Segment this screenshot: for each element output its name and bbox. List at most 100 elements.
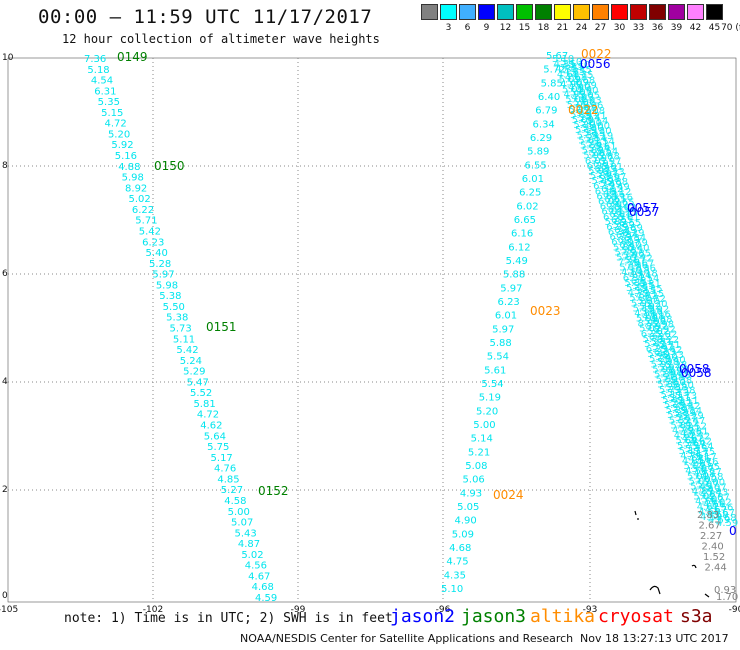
wave-height-value: 5.97 <box>667 365 689 376</box>
wave-height-value: 5.07 <box>704 482 726 493</box>
pass-time-label: 0057 <box>627 201 658 215</box>
wave-height-value: 6.55 <box>524 160 546 171</box>
wave-height-value: 5.08 <box>583 106 605 117</box>
wave-height-value: 4.72 <box>105 119 127 130</box>
legend-label: 21 <box>556 23 569 33</box>
satellite-jason2: jason2 <box>390 606 456 627</box>
wave-height-value: 6.01 <box>601 207 623 218</box>
wave-height-value: 6.40 <box>611 237 633 248</box>
pass-time-label: 0058 <box>681 366 712 380</box>
wave-height-value: 5.00 <box>580 118 602 129</box>
y-tick-label: 2 <box>2 485 8 495</box>
wave-height-value: 5.54 <box>577 130 599 141</box>
coastline-segment <box>691 564 697 569</box>
wave-height-value: 6.01 <box>609 210 631 221</box>
wave-height-value: 5.38 <box>670 376 692 387</box>
wave-height-value: 5.71 <box>658 340 680 351</box>
wave-height-value: 4.72 <box>628 288 650 299</box>
wave-height-value: 4.72 <box>644 294 666 305</box>
wave-height-value: 5.16 <box>649 309 671 320</box>
x-tick-label: -99 <box>291 605 306 615</box>
wave-height-value: 6.29 <box>606 222 628 233</box>
wave-height-value: 6.31 <box>623 273 645 284</box>
wave-height-value: 6.29 <box>530 133 552 144</box>
x-tick-label: -93 <box>583 605 598 615</box>
wave-height-value: 6.31 <box>639 279 661 290</box>
wave-height-value: 7.36 <box>626 261 648 272</box>
legend-label: 15 <box>518 23 531 33</box>
wave-height-value: 5.00 <box>572 115 594 126</box>
legend-swatch <box>706 4 723 20</box>
wave-height-value: 5.97 <box>591 154 613 165</box>
wave-height-value: 4.76 <box>214 464 236 475</box>
wave-height-value: 5.61 <box>578 135 600 146</box>
wave-height-value: 5.02 <box>709 498 731 509</box>
wave-height-value: 5.19 <box>575 125 597 136</box>
wave-height-value: 5.19 <box>479 393 501 404</box>
wave-height-value: 4.85 <box>682 456 704 467</box>
wave-height-value: 6.55 <box>619 218 641 229</box>
wave-height-value: 5.35 <box>632 281 654 292</box>
wave-height-value: 4.68 <box>557 69 579 80</box>
wave-height-value: 6.23 <box>498 297 520 308</box>
wave-height-value: 2.83 <box>697 510 719 521</box>
legend-label: 12 <box>499 23 512 33</box>
legend-label: 36 <box>651 23 664 33</box>
wave-height-value: 6.02 <box>516 201 538 212</box>
wave-height-value: 4.87 <box>700 490 722 501</box>
wave-height-value: 6.34 <box>624 233 646 244</box>
wave-height-value: 5.38 <box>159 291 181 302</box>
wave-height-value: 6.12 <box>508 242 530 253</box>
wave-height-value: 5.05 <box>578 91 600 102</box>
x-tick-label: -105 <box>0 605 18 615</box>
wave-height-value: 2.44 <box>705 563 727 574</box>
wave-height-value: 5.97 <box>583 151 605 162</box>
wave-height-value: 6.65 <box>596 191 618 202</box>
wave-height-value: 5.88 <box>598 152 620 163</box>
wave-height-value: 5.54 <box>588 144 610 155</box>
wave-height-value: 5.24 <box>180 356 202 367</box>
wave-height-value: 5.54 <box>487 352 509 363</box>
wave-height-value: 4.72 <box>680 428 702 439</box>
wave-height-value: 4.87 <box>238 539 260 550</box>
wave-height-value: 6.22 <box>649 332 671 343</box>
wave-height-value: 5.15 <box>626 283 648 294</box>
wave-height-value: 5.11 <box>669 393 691 404</box>
wave-height-value: 5.20 <box>476 406 498 417</box>
wave-height-value: 6.22 <box>132 205 154 216</box>
page-title: 00:00 — 11:59 UTC 11/17/2017 <box>38 6 373 28</box>
wave-height-value: 5.24 <box>664 400 686 411</box>
wave-height-value: 5.92 <box>639 301 661 312</box>
wave-height-value: 5.06 <box>565 95 587 106</box>
wave-height-value: 4.62 <box>200 421 222 432</box>
wave-height-value: 5.88 <box>590 149 612 160</box>
wave-height-value: 5.92 <box>111 140 133 151</box>
y-tick-label: 4 <box>2 377 8 387</box>
wave-height-value: 4.56 <box>703 500 725 511</box>
wave-height-value: 5.35 <box>640 284 662 295</box>
wave-height-value: 8.92 <box>638 319 660 330</box>
wave-height-value: 5.97 <box>599 157 621 168</box>
wave-height-value: 6.25 <box>608 205 630 216</box>
wave-height-value: 5.67 <box>616 252 638 263</box>
wave-height-value: 5.88 <box>489 338 511 349</box>
y-tick-label: 10 <box>2 53 14 63</box>
wave-height-value: 5.09 <box>452 529 474 540</box>
wave-height-value: 5.75 <box>677 441 699 452</box>
wave-height-value: 4.68 <box>565 72 587 83</box>
wave-height-value: 4.58 <box>693 469 715 480</box>
wave-height-value: 5.00 <box>588 121 610 132</box>
wave-height-value: 5.18 <box>635 269 657 280</box>
wave-height-value: 5.18 <box>627 266 649 277</box>
satellite-s3a: s3a <box>680 606 713 627</box>
wave-height-value: 5.11 <box>173 334 195 345</box>
wave-height-value: 4.76 <box>680 451 702 462</box>
wave-height-value: 4.75 <box>571 70 593 81</box>
wave-height-value: 5.16 <box>641 306 663 317</box>
wave-height-value: 5.42 <box>678 401 700 412</box>
wave-height-value: 5.50 <box>672 381 694 392</box>
wave-height-value: 5.54 <box>593 136 615 147</box>
wave-height-value: 5.67 <box>624 255 646 266</box>
wave-height-value: 5.89 <box>605 217 627 228</box>
legend-swatch <box>516 4 533 20</box>
